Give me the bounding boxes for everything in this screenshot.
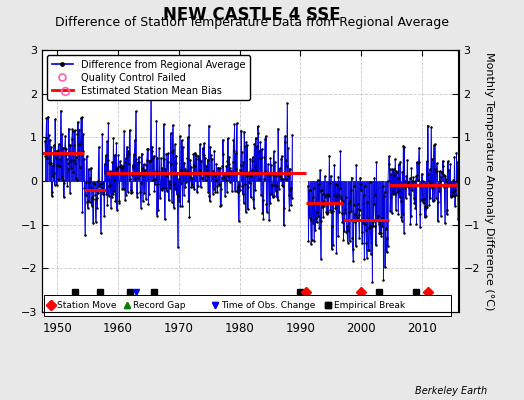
Text: Time of Obs. Change: Time of Obs. Change — [221, 301, 315, 310]
Legend: Difference from Regional Average, Quality Control Failed, Estimated Station Mean: Difference from Regional Average, Qualit… — [47, 55, 250, 100]
Text: Empirical Break: Empirical Break — [334, 301, 405, 310]
Text: Station Move: Station Move — [57, 301, 117, 310]
Bar — [43, 294, 451, 316]
Text: Difference of Station Temperature Data from Regional Average: Difference of Station Temperature Data f… — [54, 16, 449, 29]
Text: NEW CASTLE 4 SSE: NEW CASTLE 4 SSE — [163, 6, 340, 24]
Text: 1980: 1980 — [225, 322, 255, 335]
Text: Station Move: Station Move — [57, 301, 117, 310]
Text: 2010: 2010 — [407, 322, 437, 335]
Text: Record Gap: Record Gap — [133, 301, 185, 310]
Text: 1970: 1970 — [164, 322, 194, 335]
Text: Time of Obs. Change: Time of Obs. Change — [221, 301, 315, 310]
Text: 2000: 2000 — [346, 322, 376, 335]
Y-axis label: Monthly Temperature Anomaly Difference (°C): Monthly Temperature Anomaly Difference (… — [484, 52, 494, 310]
Text: Berkeley Earth: Berkeley Earth — [415, 386, 487, 396]
Text: Record Gap: Record Gap — [133, 301, 185, 310]
Text: Empirical Break: Empirical Break — [334, 301, 405, 310]
Text: 1990: 1990 — [286, 322, 315, 335]
Text: 1950: 1950 — [42, 322, 72, 335]
Text: 1960: 1960 — [103, 322, 133, 335]
